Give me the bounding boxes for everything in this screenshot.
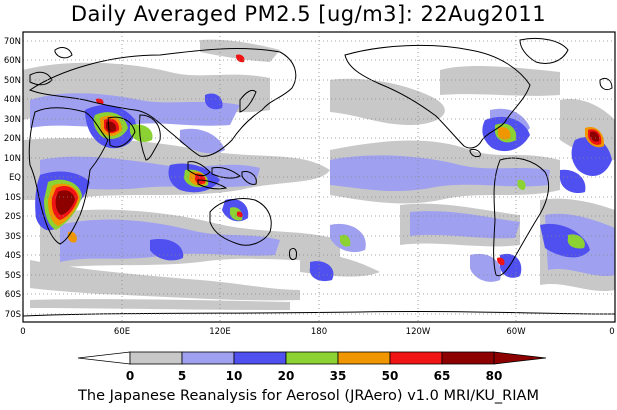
colorbar-swatch-80-plus xyxy=(441,351,495,365)
colorbar-swatch-50-65 xyxy=(337,351,391,365)
lon-label-120e: 120E xyxy=(209,327,231,337)
longitude-labels: 0 60E 120E 180 120W 60W 0 xyxy=(20,327,614,337)
colorbar-tick-5: 5 xyxy=(178,369,186,383)
colorbar-tick-50: 50 xyxy=(382,369,399,383)
lon-label-180: 180 xyxy=(311,327,327,337)
lat-label-30s: 30S xyxy=(5,232,21,242)
credit-line: The Japanese Reanalysis for Aerosol (JRA… xyxy=(78,388,539,404)
coastlines xyxy=(23,37,615,317)
lon-label-60e: 60E xyxy=(114,327,130,337)
colorbar-tick-0: 0 xyxy=(126,369,134,383)
lon-label-60w: 60W xyxy=(506,327,526,337)
lat-label-60s: 60S xyxy=(5,290,21,300)
lat-label-10s: 10S xyxy=(5,193,21,203)
colorbar-tick-65: 65 xyxy=(434,369,451,383)
colorbar-tick-labels: 0 5 10 20 35 50 65 80 xyxy=(126,369,503,383)
pm25-field xyxy=(23,32,615,322)
colorbar-swatch-lt5 xyxy=(77,351,131,365)
lat-label-70n: 70N xyxy=(4,37,21,47)
lat-label-40n: 40N xyxy=(4,95,21,105)
colorbar-tick-20: 20 xyxy=(278,369,295,383)
colorbar-arrow-max xyxy=(493,351,547,365)
colorbar-tick-80: 80 xyxy=(486,369,503,383)
lat-label-70s: 70S xyxy=(5,310,21,320)
colorbar-swatch-20-35 xyxy=(233,351,287,365)
lat-label-50s: 50S xyxy=(5,271,21,281)
map-frame xyxy=(22,31,616,323)
lat-label-60n: 60N xyxy=(4,56,21,66)
latitude-labels: 70N 60N 50N 40N 30N 20N 10N EQ 10S 20S 3… xyxy=(4,37,21,320)
lat-label-10n: 10N xyxy=(4,154,21,164)
colorbar-tick-10: 10 xyxy=(226,369,243,383)
lon-label-0-right: 0 xyxy=(609,327,614,337)
lat-label-20s: 20S xyxy=(5,212,21,222)
colorbar-swatch-5-10 xyxy=(129,351,183,365)
lat-label-50n: 50N xyxy=(4,76,21,86)
lat-label-30n: 30N xyxy=(4,115,21,125)
colorbar xyxy=(77,351,547,365)
lat-label-20n: 20N xyxy=(4,134,21,144)
lon-label-120w: 120W xyxy=(406,327,431,337)
colorbar-tick-35: 35 xyxy=(330,369,347,383)
gridlines xyxy=(23,32,615,322)
colorbar-swatch-65-80 xyxy=(389,351,443,365)
lat-label-eq: EQ xyxy=(9,173,21,183)
colorbar-swatch-10-20 xyxy=(181,351,235,365)
lat-label-40s: 40S xyxy=(5,251,21,261)
lon-label-0-left: 0 xyxy=(20,327,25,337)
colorbar-swatch-35-50 xyxy=(285,351,339,365)
map-title: Daily Averaged PM2.5 [ug/m3]: 22Aug2011 xyxy=(70,2,547,26)
